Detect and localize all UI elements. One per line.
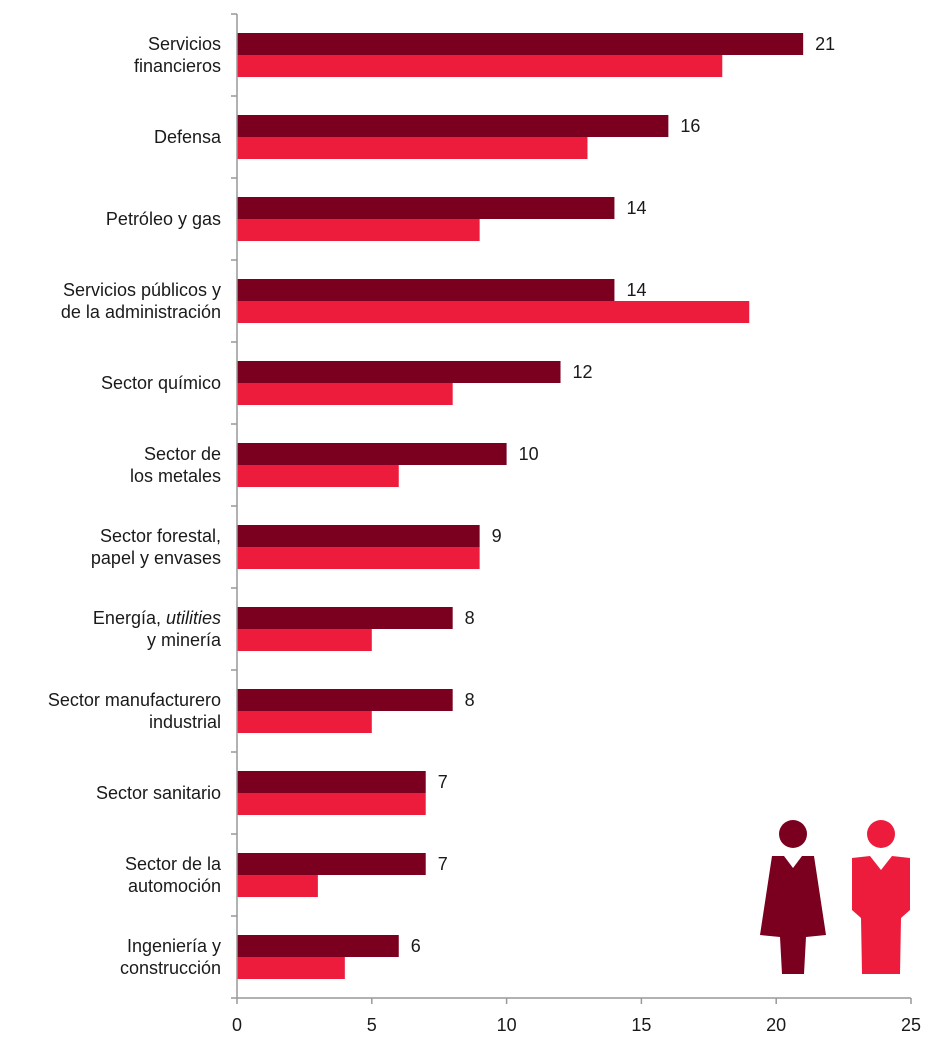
- x-tick-label-3: 15: [631, 1015, 651, 1035]
- bar-series0-2: [237, 197, 615, 219]
- data-label-5: 10: [519, 444, 539, 464]
- bars-group: [237, 33, 804, 979]
- bar-series1-4: [237, 383, 453, 405]
- data-labels: 21 16 14 14 12 10 9 8 8 7 7 6: [411, 34, 835, 956]
- bar-series1-3: [237, 301, 750, 323]
- category-label-8-1: industrial: [149, 712, 221, 732]
- category-label-6-0: Sector forestal,: [100, 526, 221, 546]
- bar-series1-6: [237, 547, 480, 569]
- category-label-3-1: de la administración: [61, 302, 221, 322]
- data-label-1: 16: [680, 116, 700, 136]
- category-label-0-1: financieros: [134, 56, 221, 76]
- data-label-9: 7: [438, 772, 448, 792]
- bar-series1-0: [237, 55, 723, 77]
- category-label-5-0: Sector de: [144, 444, 221, 464]
- category-label-11-0: Ingeniería y: [127, 936, 221, 956]
- category-label-11-1: construcción: [120, 958, 221, 978]
- axes: 0 5 10 15 20 25: [231, 13, 921, 1035]
- data-label-6: 9: [492, 526, 502, 546]
- bar-series0-7: [237, 607, 453, 629]
- category-label-7-0: Energía, utilities: [93, 608, 221, 628]
- data-label-11: 6: [411, 936, 421, 956]
- data-label-8: 8: [465, 690, 475, 710]
- data-label-3: 14: [626, 280, 646, 300]
- bar-series0-5: [237, 443, 507, 465]
- bar-series0-0: [237, 33, 804, 55]
- bar-series1-5: [237, 465, 399, 487]
- category-label-7-1: y minería: [147, 630, 222, 650]
- person-red-icon: [852, 820, 910, 974]
- category-label-6-1: papel y envases: [91, 548, 221, 568]
- category-label-2-0: Petróleo y gas: [106, 209, 221, 229]
- category-label-0-0: Servicios: [148, 34, 221, 54]
- x-tick-label-4: 20: [766, 1015, 786, 1035]
- category-label-4-0: Sector químico: [101, 373, 221, 393]
- bar-series1-9: [237, 793, 426, 815]
- data-label-2: 14: [626, 198, 646, 218]
- bar-series0-10: [237, 853, 426, 875]
- data-label-0: 21: [815, 34, 835, 54]
- bar-series1-1: [237, 137, 588, 159]
- category-label-8-0: Sector manufacturero: [48, 690, 221, 710]
- bar-series0-6: [237, 525, 480, 547]
- x-tick-label-1: 5: [367, 1015, 377, 1035]
- bar-series0-9: [237, 771, 426, 793]
- category-label-1-0: Defensa: [154, 127, 222, 147]
- data-label-7: 8: [465, 608, 475, 628]
- data-label-4: 12: [573, 362, 593, 382]
- bar-series1-11: [237, 957, 345, 979]
- category-label-9-0: Sector sanitario: [96, 783, 221, 803]
- category-label-3-0: Servicios públicos y: [63, 280, 221, 300]
- bar-series1-7: [237, 629, 372, 651]
- legend-icons: [760, 820, 910, 974]
- bar-series0-11: [237, 935, 399, 957]
- bar-series1-8: [237, 711, 372, 733]
- data-label-10: 7: [438, 854, 448, 874]
- category-label-10-0: Sector de la: [125, 854, 222, 874]
- bar-series0-4: [237, 361, 561, 383]
- bar-series0-1: [237, 115, 669, 137]
- category-label-10-1: automoción: [128, 876, 221, 896]
- person-dark-icon: [760, 820, 826, 974]
- category-label-5-1: los metales: [130, 466, 221, 486]
- x-tick-label-0: 0: [232, 1015, 242, 1035]
- bar-series0-8: [237, 689, 453, 711]
- x-tick-label-5: 25: [901, 1015, 921, 1035]
- x-tick-label-2: 10: [497, 1015, 517, 1035]
- bar-series1-10: [237, 875, 318, 897]
- bar-series1-2: [237, 219, 480, 241]
- bar-series0-3: [237, 279, 615, 301]
